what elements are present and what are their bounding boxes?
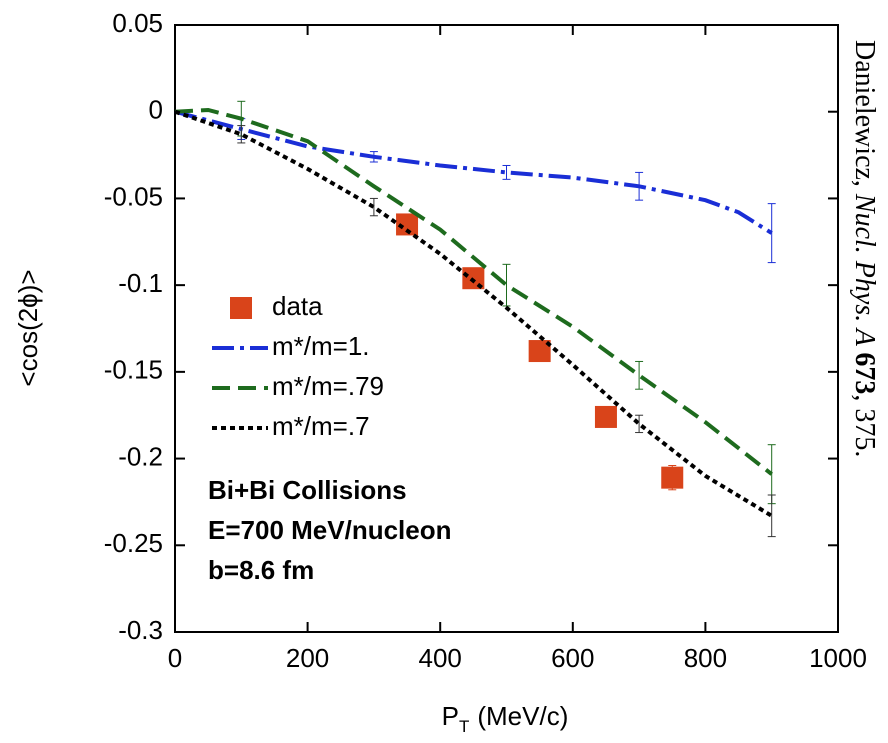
error-bar (635, 414, 644, 434)
error-bar (369, 151, 378, 163)
x-label-main: P (442, 701, 459, 731)
annotation: b=8.6 fm (208, 555, 314, 585)
x-tick-label: 800 (684, 643, 727, 673)
citation-pages: , 375. (849, 394, 880, 457)
y-tick-label: 0 (149, 95, 163, 125)
error-bar (369, 197, 378, 217)
data-point (594, 405, 617, 428)
x-tick-label: 600 (551, 643, 594, 673)
y-tick-label: -0.15 (104, 355, 163, 385)
error-bar (635, 360, 644, 390)
citation-volume: 673 (849, 352, 880, 394)
error-bar (668, 465, 677, 491)
y-tick-label: -0.3 (118, 615, 163, 645)
x-tick-label: 200 (286, 643, 329, 673)
legend-label: m*/m=1. (272, 331, 370, 361)
y-tick-label: 0.05 (112, 8, 163, 38)
y-tick-label: -0.25 (104, 528, 163, 558)
citation-author: Danielewicz, (849, 40, 880, 194)
legend-label: data (272, 291, 323, 321)
error-bar (502, 263, 511, 307)
legend-label: m*/m=.79 (272, 371, 384, 401)
plot-frame (174, 24, 839, 633)
legend-swatch (230, 297, 252, 319)
error-bar (767, 203, 776, 264)
x-tick-label: 1000 (809, 643, 867, 673)
legend-label: m*/m=.7 (272, 411, 370, 441)
citation: Danielewicz, Nucl. Phys. A 673, 375. (849, 40, 880, 457)
data-point (396, 213, 419, 236)
annotation: E=700 MeV/nucleon (208, 515, 451, 545)
error-bar (502, 164, 511, 180)
y-tick-label: -0.05 (104, 181, 163, 211)
series-line (174, 109, 773, 235)
x-label-unit: (MeV/c) (477, 701, 568, 731)
series-line (174, 107, 773, 476)
citation-journal: Nucl. Phys. A (849, 193, 880, 352)
error-bar (635, 171, 644, 201)
series-line (174, 109, 773, 518)
error-bar (237, 125, 246, 144)
x-label-sub: T (459, 717, 469, 736)
y-axis-label: <cos(2ϕ)> (13, 269, 43, 386)
x-tick-label: 0 (168, 643, 182, 673)
data-point (528, 340, 551, 363)
x-axis-label: PT (MeV/c) (442, 701, 569, 737)
error-bar (767, 494, 776, 538)
annotation: Bi+Bi Collisions (208, 475, 407, 505)
y-tick-label: -0.1 (118, 268, 163, 298)
y-tick-label: -0.2 (118, 441, 163, 471)
x-tick-label: 400 (419, 643, 462, 673)
